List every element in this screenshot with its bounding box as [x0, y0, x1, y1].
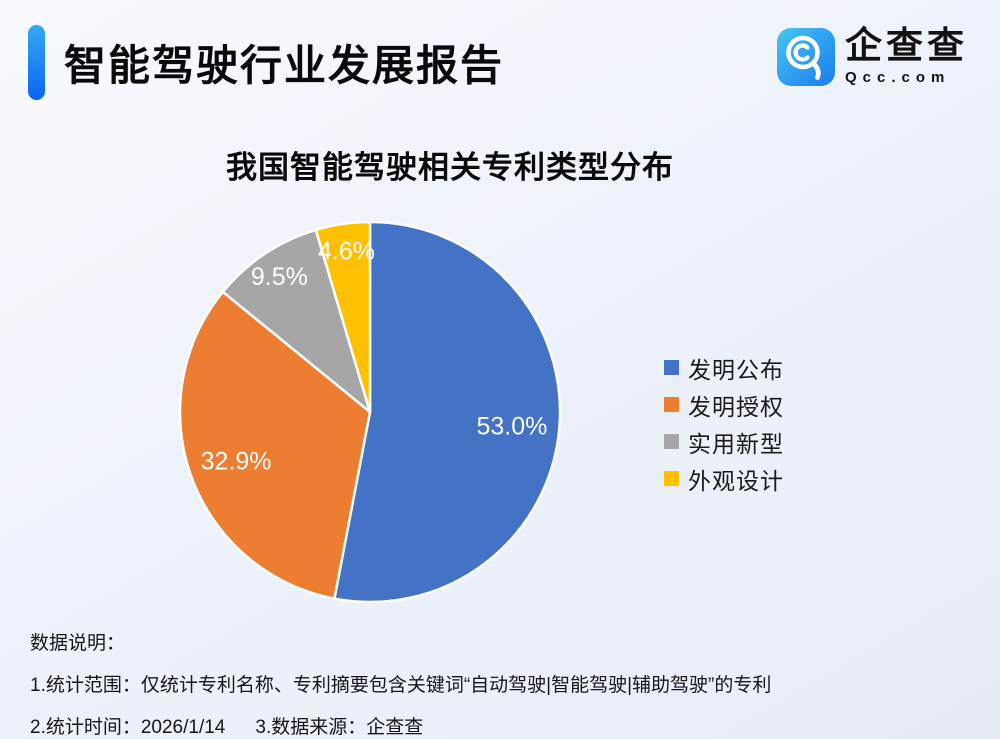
legend-item-design: 外观设计: [664, 460, 784, 497]
legend-swatch-blue: [664, 360, 679, 375]
pie-slice-0: [333, 220, 562, 604]
qcc-logo-domain: Qcc.com: [845, 68, 951, 86]
legend-label: 实用新型: [688, 430, 784, 457]
title-accent-bar: [28, 25, 45, 100]
pie-slice-label-1: 32.9%: [201, 448, 272, 476]
pie-slice-label-3: 4.6%: [318, 237, 375, 265]
notes-heading: 数据说明：: [30, 633, 126, 654]
qcc-logo: 企查查 Qcc.com: [777, 25, 968, 86]
legend-swatch-gray: [664, 434, 679, 449]
notes-date: 2.统计时间：2026/1/14: [30, 717, 226, 738]
notes-date-source: 2.统计时间：2026/1/14 3.数据来源：企查查: [30, 712, 771, 739]
legend-label: 发明公布: [688, 356, 784, 383]
qcc-logo-text: 企查查 Qcc.com: [845, 25, 968, 86]
pie-slice-label-2: 9.5%: [251, 263, 308, 291]
legend-label: 外观设计: [688, 467, 784, 494]
pie-slice-2: [221, 228, 372, 414]
pie-slice-1: [178, 290, 372, 600]
notes-source: 3.数据来源：企查查: [255, 717, 424, 738]
report-title: 智能驾驶行业发展报告: [64, 42, 505, 89]
legend-item-invention-grant: 发明授权: [664, 386, 784, 423]
data-notes: 数据说明： 1.统计范围：仅统计专利名称、专利摘要包含关键词“自动驾驶|智能驾驶…: [30, 628, 771, 739]
pie-slice-label-0: 53.0%: [476, 412, 547, 440]
pie-chart-svg: 53.0% 32.9% 9.5% 4.6%: [178, 220, 562, 604]
qcc-logo-name: 企查查: [845, 25, 968, 66]
pie-slice-3: [314, 220, 372, 414]
legend-swatch-yellow: [664, 471, 679, 486]
legend-swatch-orange: [664, 397, 679, 412]
qcc-magnifier-icon: [777, 28, 835, 86]
pie-chart: 53.0% 32.9% 9.5% 4.6%: [160, 202, 580, 622]
legend-item-utility-model: 实用新型: [664, 423, 784, 460]
chart-legend: 发明公布 发明授权 实用新型 外观设计: [664, 349, 784, 497]
legend-item-invention-publication: 发明公布: [664, 349, 784, 386]
chart-title: 我国智能驾驶相关专利类型分布: [226, 150, 674, 185]
notes-scope: 1.统计范围：仅统计专利名称、专利摘要包含关键词“自动驾驶|智能驾驶|辅助驾驶”…: [30, 675, 772, 696]
legend-label: 发明授权: [688, 393, 784, 420]
